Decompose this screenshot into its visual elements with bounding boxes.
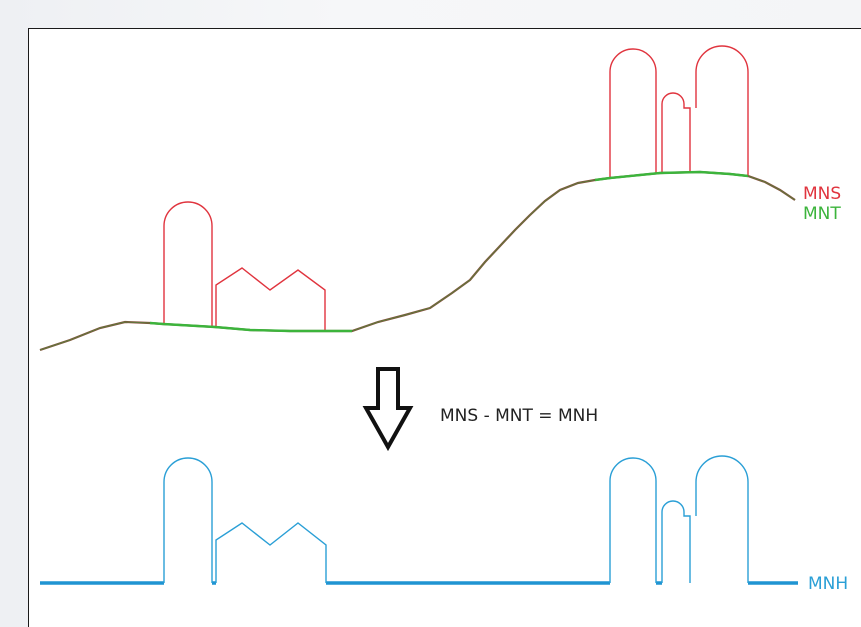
mnt-slope-overlay — [39, 321, 151, 351]
mns-silo-right-1 — [609, 48, 657, 178]
mns-house — [215, 267, 326, 331]
diagram-frame — [28, 28, 861, 627]
mns-silo-left — [163, 201, 213, 327]
mnh-label: MNH — [808, 574, 848, 594]
equation-label: MNS - MNT = MNH — [440, 406, 598, 426]
down-arrow-icon — [362, 367, 414, 452]
mnh-small-dome — [661, 500, 691, 583]
mnt-tail-overlay — [747, 175, 796, 201]
mns-small-dome — [661, 92, 691, 173]
mnh-silo-right-2 — [695, 455, 749, 583]
mnt-plateau-line — [594, 170, 749, 182]
mnt-terrain-line — [149, 321, 352, 333]
mns-silo-right-2 — [695, 45, 749, 176]
mnh-silo-left — [163, 457, 213, 583]
mnh-silo-right-1 — [609, 457, 657, 583]
mnt-hill-overlay — [351, 179, 596, 332]
mnt-label: MNT — [803, 204, 841, 224]
mns-label: MNS — [803, 184, 841, 204]
mnh-house — [215, 522, 327, 583]
